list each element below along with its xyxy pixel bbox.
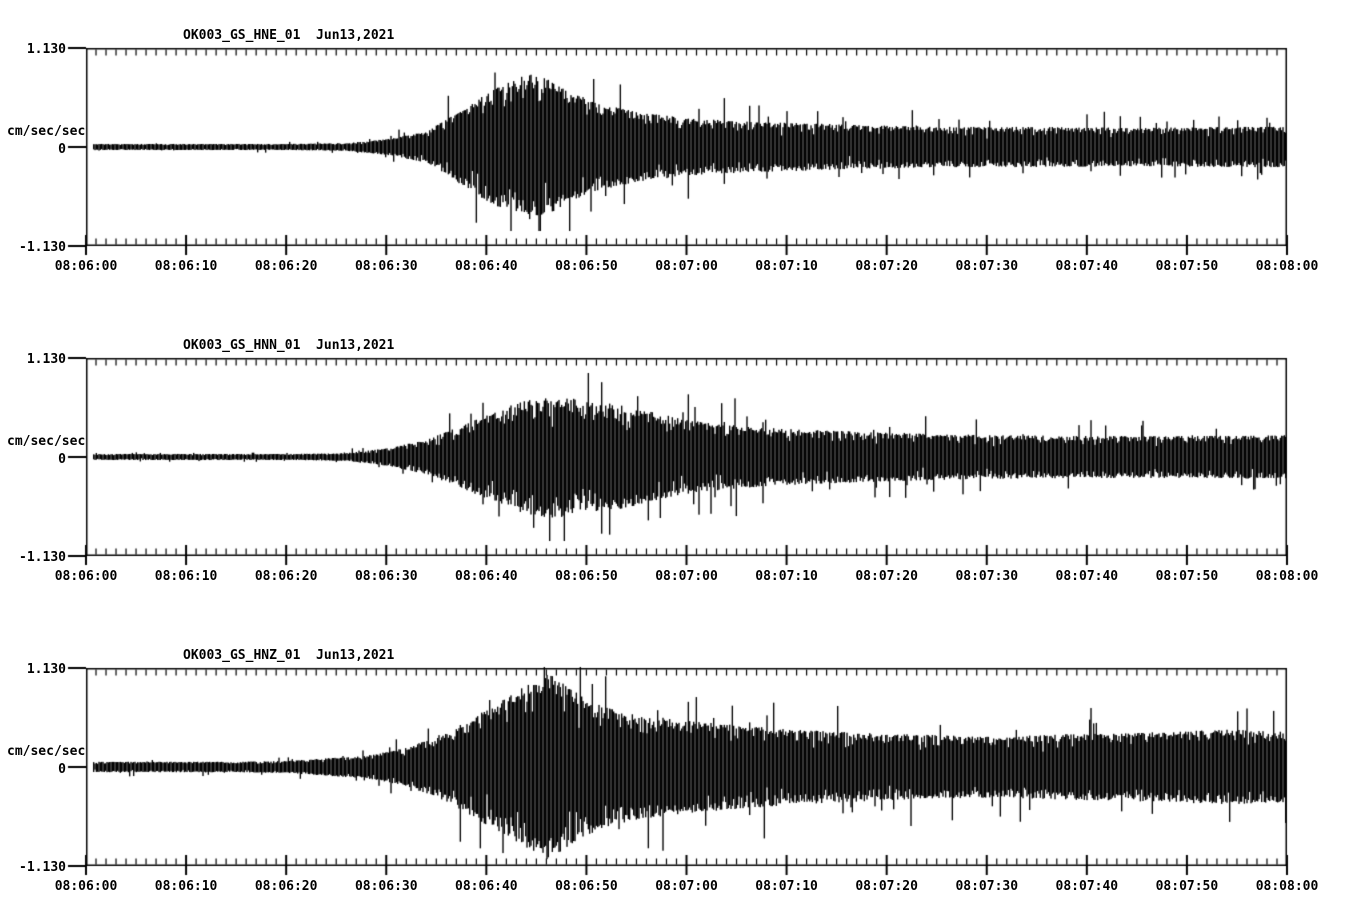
y-tick-label-zero: 0 [58,452,66,467]
seismogram-panel-hnn: OK003_GS_HNN_01 Jun13,2021 1.130 cm/sec/… [0,338,1358,668]
x-axis-tick-label: 08:07:10 [755,259,818,274]
x-axis-tick-label: 08:08:00 [1255,879,1319,894]
y-axis-unit-label: cm/sec/sec [7,124,86,139]
y-tick-label-max: 1.130 [26,662,66,677]
x-axis-tick-label: 08:06:10 [154,879,218,894]
x-axis-tick-label: 08:06:00 [54,879,118,894]
y-tick-label-min: -1.130 [19,240,66,255]
x-axis-tick-label: 08:07:20 [855,259,918,274]
x-axis-tick-label: 08:08:00 [1255,569,1319,584]
x-axis-tick-label: 08:06:50 [555,879,618,894]
seismogram-panel-hne: OK003_GS_HNE_01 Jun13,2021 1.130 cm/sec/… [0,28,1358,358]
x-axis-tick-label: 08:07:10 [755,879,818,894]
y-tick-label-min: -1.130 [19,860,66,875]
x-axis-tick-label: 08:06:50 [555,569,618,584]
x-axis-tick-label: 08:06:00 [54,569,118,584]
y-tick-label-max: 1.130 [26,352,66,367]
x-axis-tick-label: 08:08:00 [1255,259,1319,274]
x-axis-tick-label: 08:06:00 [54,259,118,274]
y-tick-label-zero: 0 [58,762,66,777]
x-axis-tick-label: 08:06:40 [455,259,518,274]
y-axis-unit-label: cm/sec/sec [7,744,86,759]
x-axis-tick-label: 08:06:40 [455,569,518,584]
x-axis-tick-label: 08:07:40 [1055,259,1119,274]
x-axis-tick-label: 08:06:20 [254,879,318,894]
x-axis-tick-label: 08:06:30 [354,259,418,274]
seismogram-canvas-hne [56,34,1306,270]
seismogram-canvas-hnz [56,654,1306,890]
y-axis-unit-label: cm/sec/sec [7,434,86,449]
x-axis-tick-label: 08:06:10 [154,569,218,584]
x-axis-tick-label: 08:07:00 [655,879,718,894]
x-axis-tick-label: 08:06:40 [455,879,518,894]
x-axis-tick-label: 08:07:40 [1055,569,1119,584]
x-axis-tick-label: 08:06:20 [254,569,318,584]
panel-title-hnz: OK003_GS_HNZ_01 Jun13,2021 [183,648,395,663]
x-axis-tick-label: 08:07:10 [755,569,818,584]
panel-title-hne: OK003_GS_HNE_01 Jun13,2021 [183,28,395,43]
y-tick-label-zero: 0 [58,142,66,157]
x-axis-tick-label: 08:06:50 [555,259,618,274]
seismogram-canvas-hnn [56,344,1306,580]
x-axis-tick-label: 08:07:50 [1155,569,1219,584]
x-axis-tick-label: 08:06:10 [154,259,218,274]
x-axis-tick-label: 08:07:20 [855,879,918,894]
x-axis-tick-label: 08:07:30 [955,569,1019,584]
x-axis-tick-label: 08:07:40 [1055,879,1119,894]
y-tick-label-min: -1.130 [19,550,66,565]
y-tick-label-max: 1.130 [26,42,66,57]
x-axis-tick-label: 08:06:30 [354,569,418,584]
seismogram-panel-hnz: OK003_GS_HNZ_01 Jun13,2021 1.130 cm/sec/… [0,648,1358,924]
x-axis-tick-label: 08:07:30 [955,259,1019,274]
x-axis-tick-label: 08:06:30 [354,879,418,894]
panel-title-hnn: OK003_GS_HNN_01 Jun13,2021 [183,338,395,353]
x-axis-tick-label: 08:07:50 [1155,879,1219,894]
x-axis-tick-label: 08:07:20 [855,569,918,584]
x-axis-tick-label: 08:07:30 [955,879,1019,894]
x-axis-tick-label: 08:06:20 [254,259,318,274]
x-axis-tick-label: 08:07:00 [655,259,718,274]
x-axis-tick-label: 08:07:50 [1155,259,1219,274]
x-axis-tick-label: 08:07:00 [655,569,718,584]
